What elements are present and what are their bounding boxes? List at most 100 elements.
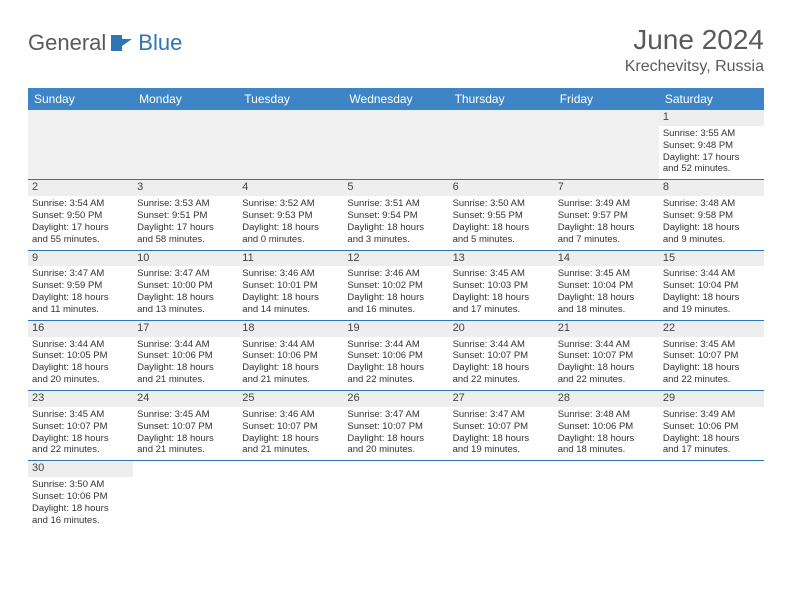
daylight-text: and 19 minutes. xyxy=(453,444,550,456)
calendar-cell: 12Sunrise: 3:46 AMSunset: 10:02 PMDaylig… xyxy=(343,250,448,320)
sunrise-text: Sunrise: 3:44 AM xyxy=(558,339,655,351)
daylight-text: Daylight: 18 hours xyxy=(347,362,444,374)
calendar-cell: 25Sunrise: 3:46 AMSunset: 10:07 PMDaylig… xyxy=(238,391,343,461)
calendar-table: Sunday Monday Tuesday Wednesday Thursday… xyxy=(28,88,764,531)
sunrise-text: Sunrise: 3:46 AM xyxy=(347,268,444,280)
daylight-text: Daylight: 18 hours xyxy=(663,362,760,374)
sunrise-text: Sunrise: 3:47 AM xyxy=(32,268,129,280)
sunset-text: Sunset: 10:06 PM xyxy=(347,350,444,362)
calendar-cell xyxy=(238,461,343,531)
calendar-cell: 13Sunrise: 3:45 AMSunset: 10:03 PMDaylig… xyxy=(449,250,554,320)
calendar-cell xyxy=(554,461,659,531)
daylight-text: and 0 minutes. xyxy=(242,234,339,246)
calendar-cell: 18Sunrise: 3:44 AMSunset: 10:06 PMDaylig… xyxy=(238,320,343,390)
calendar-cell xyxy=(343,110,448,180)
daylight-text: Daylight: 17 hours xyxy=(137,222,234,234)
calendar-cell xyxy=(659,461,764,531)
day-number: 4 xyxy=(238,180,343,196)
sunrise-text: Sunrise: 3:49 AM xyxy=(663,409,760,421)
calendar-cell: 16Sunrise: 3:44 AMSunset: 10:05 PMDaylig… xyxy=(28,320,133,390)
daylight-text: and 3 minutes. xyxy=(347,234,444,246)
calendar-cell: 1Sunrise: 3:55 AMSunset: 9:48 PMDaylight… xyxy=(659,110,764,180)
daylight-text: and 22 minutes. xyxy=(347,374,444,386)
sunrise-text: Sunrise: 3:52 AM xyxy=(242,198,339,210)
daylight-text: Daylight: 18 hours xyxy=(453,222,550,234)
dayname: Friday xyxy=(554,88,659,110)
calendar-week: 9Sunrise: 3:47 AMSunset: 9:59 PMDaylight… xyxy=(28,250,764,320)
calendar-cell xyxy=(133,110,238,180)
daylight-text: Daylight: 18 hours xyxy=(347,433,444,445)
calendar-cell xyxy=(449,110,554,180)
page: General Blue June 2024 Krechevitsy, Russ… xyxy=(0,0,792,555)
sunset-text: Sunset: 10:06 PM xyxy=(242,350,339,362)
daylight-text: Daylight: 18 hours xyxy=(347,222,444,234)
calendar-cell xyxy=(449,461,554,531)
daylight-text: Daylight: 18 hours xyxy=(32,292,129,304)
calendar-cell: 19Sunrise: 3:44 AMSunset: 10:06 PMDaylig… xyxy=(343,320,448,390)
daylight-text: and 52 minutes. xyxy=(663,163,760,175)
daylight-text: and 16 minutes. xyxy=(347,304,444,316)
daylight-text: Daylight: 18 hours xyxy=(663,292,760,304)
daylight-text: Daylight: 18 hours xyxy=(453,362,550,374)
sunset-text: Sunset: 10:05 PM xyxy=(32,350,129,362)
sunset-text: Sunset: 10:07 PM xyxy=(32,421,129,433)
daylight-text: Daylight: 18 hours xyxy=(453,433,550,445)
sunrise-text: Sunrise: 3:51 AM xyxy=(347,198,444,210)
sunrise-text: Sunrise: 3:48 AM xyxy=(663,198,760,210)
day-number: 5 xyxy=(343,180,448,196)
sunset-text: Sunset: 10:07 PM xyxy=(137,421,234,433)
sunrise-text: Sunrise: 3:55 AM xyxy=(663,128,760,140)
daylight-text: Daylight: 17 hours xyxy=(32,222,129,234)
day-number: 17 xyxy=(133,321,238,337)
sunrise-text: Sunrise: 3:54 AM xyxy=(32,198,129,210)
dayname: Thursday xyxy=(449,88,554,110)
daylight-text: Daylight: 18 hours xyxy=(242,362,339,374)
sunset-text: Sunset: 10:07 PM xyxy=(558,350,655,362)
sunset-text: Sunset: 10:07 PM xyxy=(453,421,550,433)
calendar-cell: 29Sunrise: 3:49 AMSunset: 10:06 PMDaylig… xyxy=(659,391,764,461)
title-block: June 2024 Krechevitsy, Russia xyxy=(625,24,764,76)
daylight-text: Daylight: 18 hours xyxy=(558,292,655,304)
sunset-text: Sunset: 10:04 PM xyxy=(558,280,655,292)
day-number: 25 xyxy=(238,391,343,407)
sunrise-text: Sunrise: 3:49 AM xyxy=(558,198,655,210)
day-number: 18 xyxy=(238,321,343,337)
calendar-cell: 17Sunrise: 3:44 AMSunset: 10:06 PMDaylig… xyxy=(133,320,238,390)
sunrise-text: Sunrise: 3:45 AM xyxy=(453,268,550,280)
daylight-text: Daylight: 18 hours xyxy=(137,362,234,374)
day-number: 1 xyxy=(659,110,764,126)
daylight-text: and 22 minutes. xyxy=(453,374,550,386)
sunset-text: Sunset: 10:00 PM xyxy=(137,280,234,292)
day-number: 9 xyxy=(28,251,133,267)
sunset-text: Sunset: 9:51 PM xyxy=(137,210,234,222)
day-number: 12 xyxy=(343,251,448,267)
day-number: 20 xyxy=(449,321,554,337)
day-number: 28 xyxy=(554,391,659,407)
daylight-text: Daylight: 18 hours xyxy=(242,292,339,304)
daylight-text: Daylight: 18 hours xyxy=(558,433,655,445)
day-number: 23 xyxy=(28,391,133,407)
sunrise-text: Sunrise: 3:46 AM xyxy=(242,409,339,421)
daylight-text: Daylight: 18 hours xyxy=(558,362,655,374)
daylight-text: and 55 minutes. xyxy=(32,234,129,246)
day-number: 29 xyxy=(659,391,764,407)
daylight-text: Daylight: 18 hours xyxy=(453,292,550,304)
calendar-cell: 20Sunrise: 3:44 AMSunset: 10:07 PMDaylig… xyxy=(449,320,554,390)
calendar-cell: 5Sunrise: 3:51 AMSunset: 9:54 PMDaylight… xyxy=(343,180,448,250)
day-number: 14 xyxy=(554,251,659,267)
daylight-text: and 18 minutes. xyxy=(558,444,655,456)
sunset-text: Sunset: 10:03 PM xyxy=(453,280,550,292)
sunset-text: Sunset: 9:48 PM xyxy=(663,140,760,152)
sunset-text: Sunset: 9:50 PM xyxy=(32,210,129,222)
calendar-week: 30Sunrise: 3:50 AMSunset: 10:06 PMDaylig… xyxy=(28,461,764,531)
daylight-text: and 21 minutes. xyxy=(242,444,339,456)
day-number: 7 xyxy=(554,180,659,196)
calendar-cell: 27Sunrise: 3:47 AMSunset: 10:07 PMDaylig… xyxy=(449,391,554,461)
dayname-row: Sunday Monday Tuesday Wednesday Thursday… xyxy=(28,88,764,110)
day-number: 22 xyxy=(659,321,764,337)
calendar-cell: 22Sunrise: 3:45 AMSunset: 10:07 PMDaylig… xyxy=(659,320,764,390)
daylight-text: and 21 minutes. xyxy=(137,374,234,386)
logo-flag-icon xyxy=(110,33,136,53)
dayname: Saturday xyxy=(659,88,764,110)
sunset-text: Sunset: 10:06 PM xyxy=(663,421,760,433)
